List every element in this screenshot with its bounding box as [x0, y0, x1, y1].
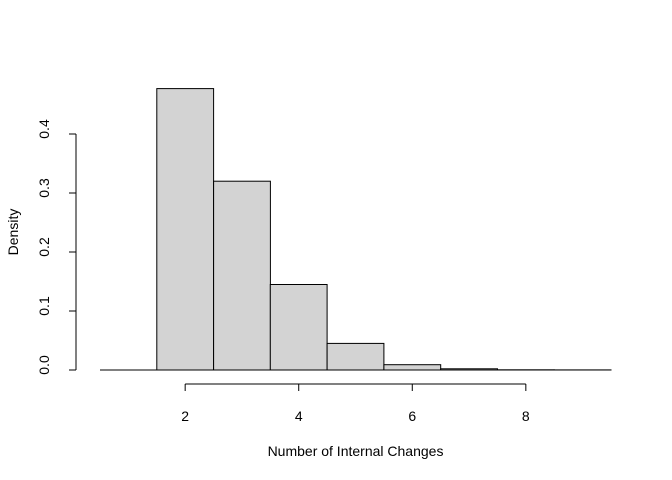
y-tick-label: 0.0	[36, 355, 52, 375]
histogram-bar-2	[213, 180, 271, 371]
y-axis: 0.0 0.1 0.2 0.3 0.4	[36, 119, 77, 375]
x-tick-label: 8	[522, 408, 530, 424]
histogram-bar-4	[326, 342, 385, 371]
histogram-bar-5	[383, 364, 442, 371]
y-axis-title: Density	[5, 209, 21, 256]
x-axis-title: Number of Internal Changes	[268, 443, 444, 459]
x-tick-label: 6	[408, 408, 416, 424]
y-tick-label: 0.4	[36, 119, 52, 139]
y-tick-label: 0.1	[36, 296, 52, 316]
x-tick-label: 2	[181, 408, 189, 424]
y-tick-label: 0.2	[36, 237, 52, 257]
histogram-bars	[156, 88, 612, 371]
histogram-bar-3	[269, 284, 328, 371]
histogram-bar-1	[156, 88, 215, 371]
x-tick-label: 4	[295, 408, 303, 424]
x-axis: 2 4 6 8	[181, 383, 530, 424]
y-tick-label: 0.3	[36, 178, 52, 198]
